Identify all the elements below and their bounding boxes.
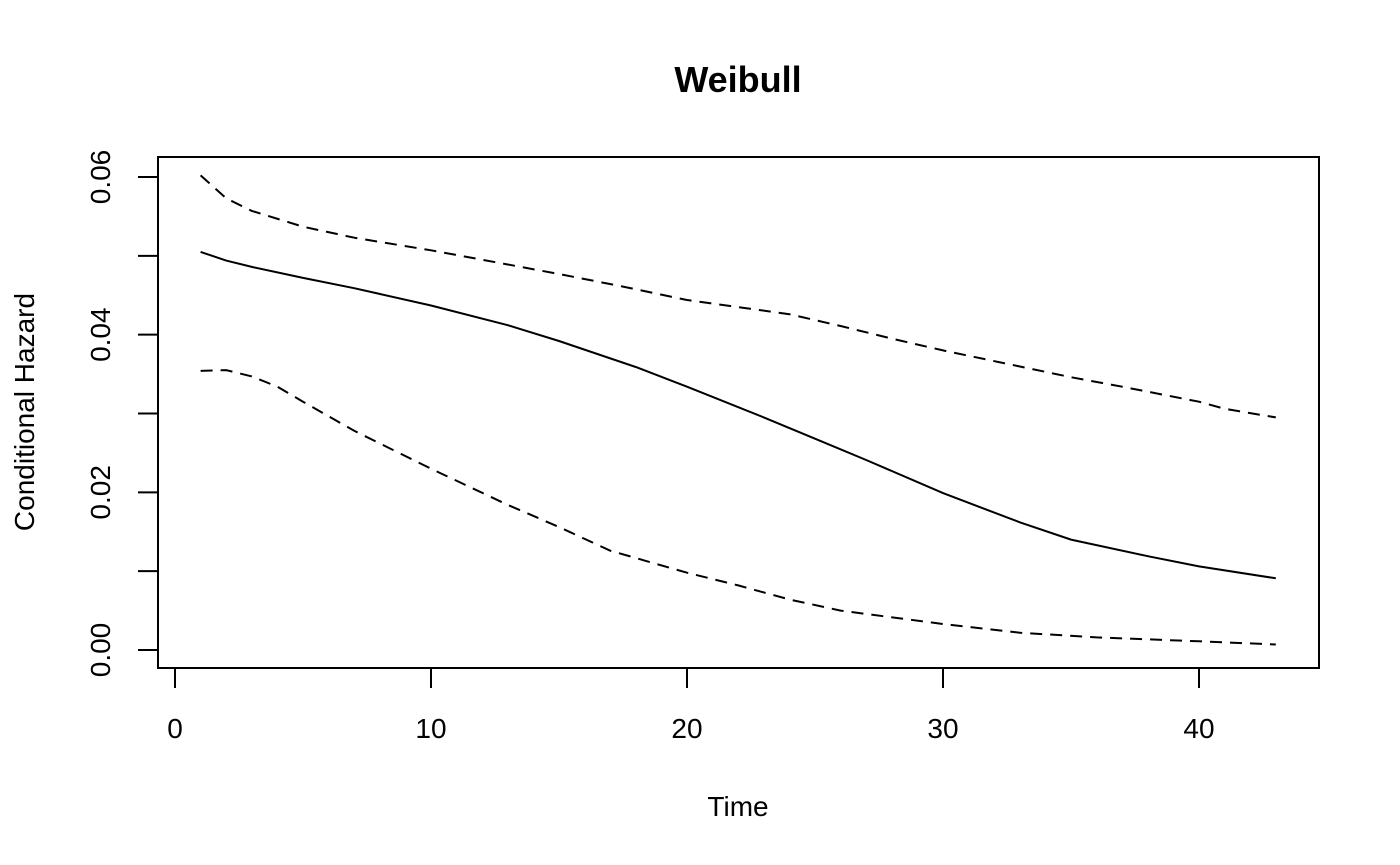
x-tick-label: 20: [671, 713, 702, 744]
series-group: [199, 174, 1276, 646]
y-axis-label: Conditional Hazard: [9, 293, 40, 531]
x-tick-label: 40: [1183, 713, 1214, 744]
y-tick-label: 0.04: [85, 307, 116, 362]
y-tick-label: 0.00: [85, 623, 116, 678]
series-line-1: [200, 250, 1276, 580]
y-tick-label: 0.02: [85, 465, 116, 520]
y-axis: 0.00 0.02 0.04 0.06: [85, 150, 159, 678]
x-axis-label: Time: [707, 791, 768, 822]
x-tick-label: 0: [167, 713, 183, 744]
x-tick-label: 30: [927, 713, 958, 744]
chart-title: Weibull: [674, 59, 801, 100]
series-line-3: [200, 369, 1276, 646]
x-tick-label: 10: [415, 713, 446, 744]
x-axis: 0 10 20 30 40: [167, 667, 1215, 744]
y-tick-label: 0.06: [85, 150, 116, 205]
series-line-2: [199, 174, 1276, 419]
